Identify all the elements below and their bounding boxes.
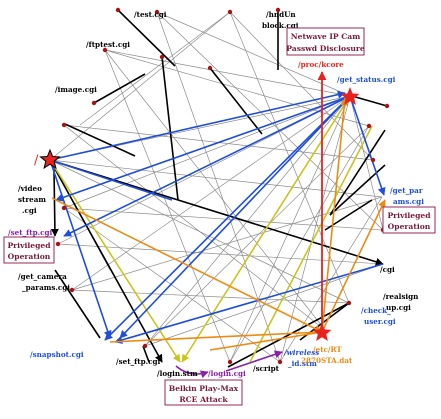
blue-edges	[49, 90, 386, 344]
label-root: /	[34, 153, 39, 168]
label-wireless-2: _id.stm	[288, 359, 317, 368]
label-video-3: .cgi	[22, 206, 37, 215]
callout-privileged-left: Privileged Operation	[3, 236, 55, 264]
callout-priv-right-line2: Operation	[388, 222, 431, 231]
label-cgi: /cgi	[380, 265, 395, 274]
callout-belkin-line2: RCE Attack	[179, 395, 228, 404]
label-hndun-1: /hndUn	[266, 10, 296, 19]
label-wireless-1: /wireless	[283, 348, 319, 357]
callout-priv-left-line2: Operation	[8, 252, 51, 261]
label-login-stm: /login.stm	[157, 369, 198, 378]
callout-belkin-line1: Belkin Play-Max	[169, 384, 239, 393]
label-ftptest: /ftptest.cgi	[86, 40, 130, 49]
label-getpar-2: ams.cgi	[393, 197, 424, 206]
label-setftp-left: /set_ftp.cgi	[8, 228, 53, 237]
callout-belkin: Belkin Play-Max RCE Attack	[164, 379, 243, 406]
label-setftp-bottom: /set_ftp.cgi	[116, 357, 161, 366]
label-check-1: /check_	[361, 306, 391, 315]
label-script: /script	[253, 364, 280, 373]
label-image: /image.cgi	[55, 85, 97, 94]
label-hndun-2: block.cgi	[262, 21, 299, 30]
label-getcam-2: _params.cgi	[22, 283, 70, 292]
label-realsign-2: up.cgi	[386, 303, 411, 312]
label-getpar-1: /get_par	[390, 186, 423, 195]
label-check-2: user.cgi	[364, 317, 396, 326]
black-edges	[49, 9, 388, 368]
star-icon-root	[39, 148, 61, 170]
label-proc-kcore: /proc/kcore	[298, 60, 344, 69]
label-etc-2: 2870STA.dat	[301, 356, 353, 365]
label-video-1: /video	[18, 184, 42, 193]
label-snapshot: /snapshot.cgi	[30, 350, 84, 359]
label-test: /test.cgi	[134, 10, 167, 19]
label-etc-1: /etc/RT	[313, 345, 342, 354]
orange-edges	[51, 97, 386, 351]
callout-priv-right-line1: Privileged	[387, 211, 431, 220]
callout-netwave-line2: Passwd Disclosure	[286, 44, 365, 53]
label-realsign-1: /realsign	[383, 292, 419, 301]
label-get-status: /get_status.cgi	[337, 75, 396, 84]
label-login-cgi: /login.cgi	[208, 369, 246, 378]
label-video-2: stream	[18, 195, 46, 204]
label-getcam-1: /get_camera	[18, 272, 67, 281]
star-icon-get-status	[340, 87, 360, 105]
star-icon-etc	[312, 323, 332, 341]
callout-netwave: Netwave IP Cam Passwd Disclosure	[286, 27, 365, 56]
callout-netwave-line1: Netwave IP Cam	[291, 32, 361, 41]
callout-priv-left-line1: Privileged	[7, 241, 51, 250]
callout-privileged-right: Privileged Operation	[382, 206, 436, 234]
purple-edges	[175, 350, 283, 379]
